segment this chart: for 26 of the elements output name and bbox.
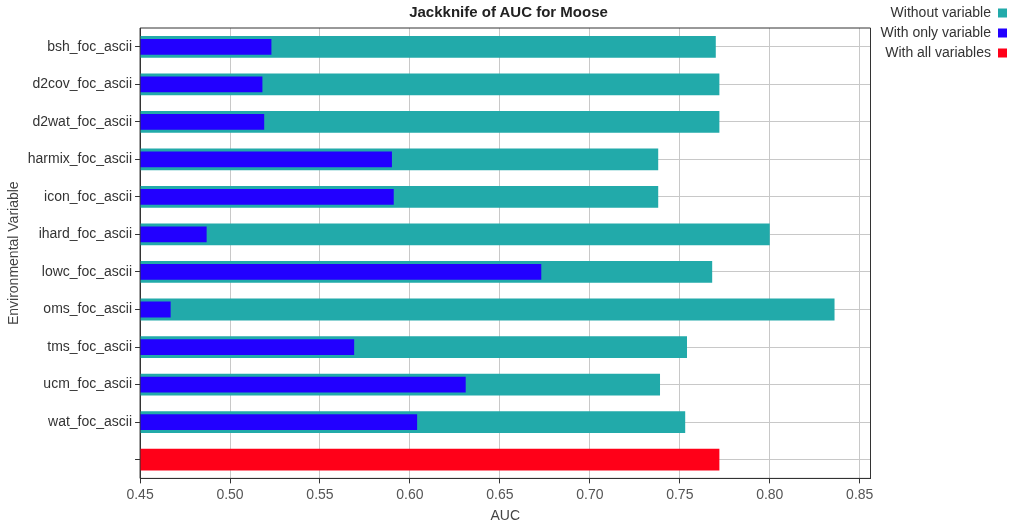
y-tick-label: oms_foc_ascii — [43, 300, 133, 317]
x-tick-label: 0.60 — [396, 485, 424, 502]
y-tick-label: tms_foc_ascii — [47, 337, 133, 354]
legend-label: With only variable — [880, 23, 992, 40]
y-tick-label: bsh_foc_ascii — [47, 37, 133, 54]
y-tick-label: ihard_foc_ascii — [38, 225, 133, 242]
y-tick-label: ucm_foc_ascii — [43, 375, 133, 392]
y-tick-label: wat_foc_ascii — [47, 412, 133, 429]
legend-label: Without variable — [890, 3, 992, 20]
x-tick-label: 0.45 — [126, 485, 154, 502]
y-tick-label: harmix_foc_ascii — [27, 150, 133, 167]
y-axis-title: Environmental Variable — [5, 181, 22, 326]
x-tick-label: 0.50 — [216, 485, 244, 502]
legend-label: With all variables — [885, 43, 991, 60]
x-tick-label: 0.80 — [756, 485, 784, 502]
y-tick-label: d2wat_foc_ascii — [32, 112, 133, 129]
y-tick-label: d2cov_foc_ascii — [32, 75, 133, 92]
x-tick-label: 0.55 — [306, 485, 334, 502]
x-axis-title: AUC — [490, 507, 521, 524]
chart-title: Jackknife of AUC for Moose — [409, 3, 608, 21]
y-tick-label: lowc_foc_ascii — [41, 262, 133, 279]
x-tick-label: 0.70 — [576, 485, 604, 502]
x-tick-label: 0.75 — [666, 485, 694, 502]
x-tick-label: 0.85 — [846, 485, 874, 502]
x-tick-label: 0.65 — [486, 485, 514, 502]
y-tick-label: icon_foc_ascii — [44, 187, 133, 204]
